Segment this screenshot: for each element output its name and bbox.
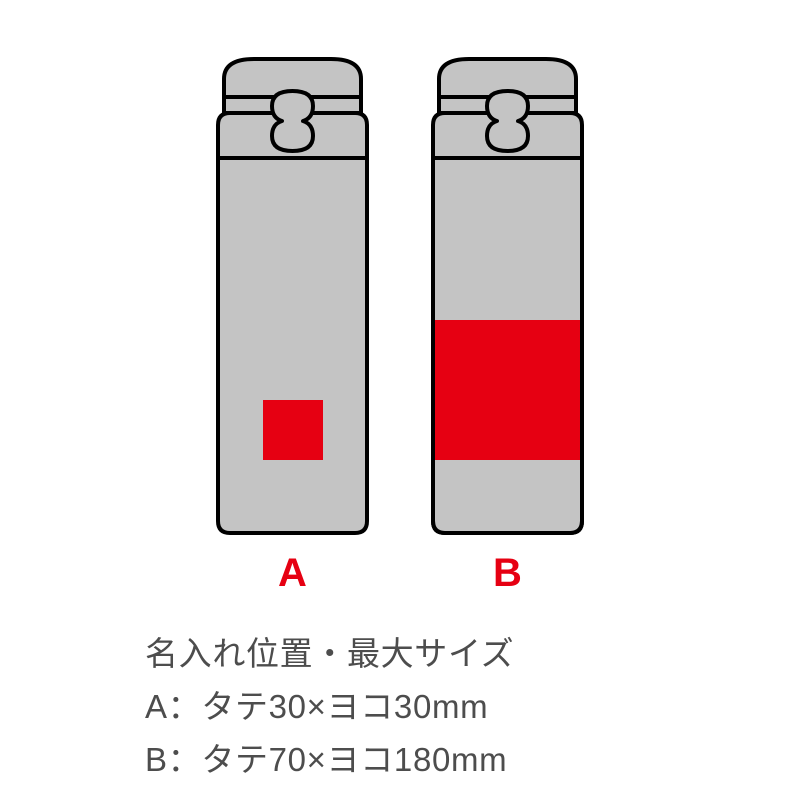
diagram-canvas: A B 名入れ位置・ bbox=[0, 0, 800, 800]
bottle-b-svg bbox=[425, 55, 590, 535]
bottle-option-a: A bbox=[210, 55, 375, 593]
option-a-label: A bbox=[278, 553, 307, 593]
caption-line-a: A：タテ30×ヨコ30mm bbox=[145, 681, 514, 734]
caption-title: 名入れ位置・最大サイズ bbox=[145, 628, 514, 681]
option-b-label: B bbox=[493, 553, 522, 593]
bottle-option-b: B bbox=[425, 55, 590, 593]
bottle-a-svg bbox=[210, 55, 375, 535]
caption-line-b: B：タテ70×ヨコ180mm bbox=[145, 734, 514, 787]
caption-block: 名入れ位置・最大サイズ A：タテ30×ヨコ30mm B：タテ70×ヨコ180mm bbox=[145, 628, 514, 786]
bottle-row: A B bbox=[0, 55, 800, 593]
